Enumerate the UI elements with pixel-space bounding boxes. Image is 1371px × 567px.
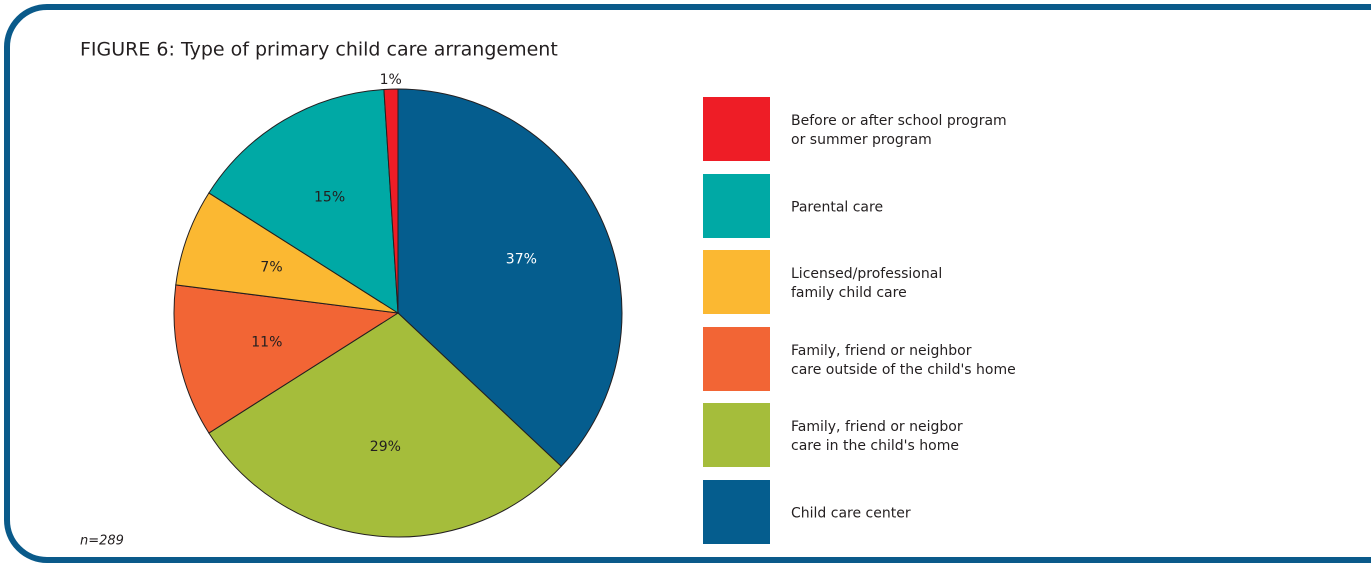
legend-swatch [703, 173, 770, 238]
slice-label: 11% [251, 334, 282, 350]
legend-label: Child care center [791, 505, 911, 521]
slice-label: 15% [314, 189, 345, 205]
frame [4, 4, 1371, 563]
pie-slice [383, 88, 399, 314]
pie-slice [208, 312, 562, 538]
pie-slice [208, 88, 399, 314]
slice-label: 29% [370, 439, 401, 455]
legend-label: Family, friend or neighbor care outside … [791, 342, 1016, 378]
slice-label: 37% [506, 252, 537, 268]
legend-label: Licensed/professional family child care [791, 266, 943, 301]
slice-label: 1% [380, 72, 402, 88]
legend-swatch [703, 403, 770, 467]
pie-slice [397, 88, 623, 468]
legend-label: Before or after school program or summer… [791, 113, 1007, 148]
legend-swatch [703, 326, 770, 391]
legend-label: Family, friend or neigbor care in the ch… [791, 419, 963, 454]
pie-slice [173, 284, 400, 434]
legend-swatch [703, 97, 770, 161]
slice-label: 7% [260, 259, 282, 275]
legend-swatch [703, 250, 770, 314]
chart-title: FIGURE 6: Type of primary child care arr… [80, 39, 558, 61]
note: n=289 [80, 534, 124, 549]
legend-swatch [703, 479, 770, 544]
legend-label: Parental care [791, 199, 884, 215]
